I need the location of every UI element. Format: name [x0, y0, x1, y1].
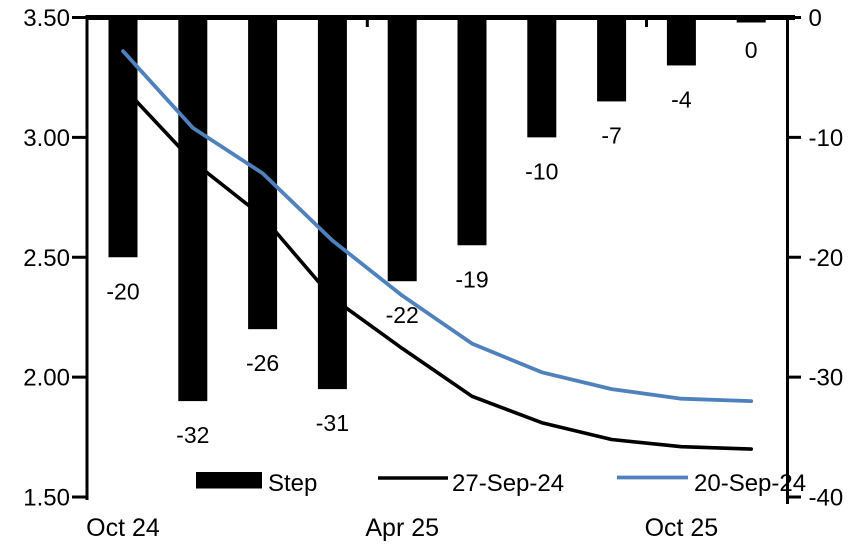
- y-axis-left-tick: [72, 375, 87, 379]
- legend-20sep-label: 20-Sep-24: [694, 470, 806, 497]
- y-axis-right-tick: [789, 255, 801, 259]
- y-axis-left: 3.50 3.00 2.50 2.00 1.50: [23, 5, 89, 512]
- step-bar: [457, 19, 487, 246]
- series-line-27-sep-24: [121, 85, 754, 451]
- bar-data-label: 0: [745, 37, 758, 63]
- step-bar: [387, 19, 417, 282]
- x-axis-tick-label: Oct 25: [645, 514, 719, 542]
- y-axis-right-tick-label: -20: [809, 245, 844, 272]
- y-axis-right-tick-label: 0: [809, 5, 822, 32]
- y-axis-right-tick: [789, 16, 801, 19]
- bar-data-label: -10: [525, 158, 558, 184]
- legend: Step 27-Sep-24 20-Sep-24: [196, 470, 806, 497]
- y-axis-left-tick-label: 2.00: [23, 365, 70, 392]
- bar-data-label: -22: [386, 302, 419, 328]
- bar-data-label: -4: [671, 86, 692, 112]
- step-bar: [317, 19, 347, 390]
- series-line-20-sep-24: [121, 49, 754, 404]
- top-axis-tick: [645, 20, 648, 27]
- y-axis-right-line: [786, 15, 789, 504]
- y-axis-right-tick-label: -10: [809, 125, 844, 152]
- y-axis-left-tick: [72, 135, 87, 139]
- y-axis-right: 0 -10 -20 -30 -40: [786, 5, 843, 512]
- y-axis-left-tick-label: 2.50: [23, 245, 70, 272]
- legend-step-swatch: [196, 472, 262, 489]
- bar-data-labels: -20 -32 -26 -31 -22 -19 -10 -7 -4 0: [106, 37, 757, 448]
- y-axis-right-tick: [789, 495, 801, 499]
- bar-data-label: -19: [455, 266, 488, 292]
- y-axis-right-tick-label: -30: [809, 365, 844, 392]
- x-axis-tick-label: Apr 25: [365, 514, 439, 542]
- step-bar: [527, 19, 557, 138]
- line-series: [121, 49, 754, 451]
- y-axis-left-tick: [72, 255, 87, 259]
- x-axis-tick-label: Oct 24: [86, 514, 160, 542]
- y-axis-left-tick: [72, 495, 87, 499]
- y-axis-left-tick-label: 3.00: [23, 125, 70, 152]
- step-bar: [108, 19, 138, 258]
- bar-data-label: -31: [316, 410, 349, 436]
- bar-data-label: -32: [176, 422, 209, 448]
- step-bar: [597, 19, 627, 102]
- y-axis-left-tick: [72, 16, 87, 19]
- step-bar: [178, 19, 208, 402]
- zero-line: [85, 15, 795, 20]
- y-axis-right-tick: [789, 135, 801, 139]
- y-axis-right-tick: [789, 375, 801, 379]
- bar-data-label: -26: [246, 350, 279, 376]
- legend-27sep-label: 27-Sep-24: [452, 470, 564, 497]
- y-axis-right-tick-label: -40: [809, 485, 844, 512]
- bar-data-label: -20: [106, 278, 139, 304]
- step-bar: [736, 19, 766, 23]
- y-axis-left-tick-label: 3.50: [23, 5, 70, 32]
- y-axis-left-tick-label: 1.50: [23, 485, 70, 512]
- legend-step-label: Step: [268, 470, 317, 497]
- x-axis-labels: Oct 24 Apr 25 Oct 25: [86, 514, 718, 542]
- step-bar: [666, 19, 696, 66]
- top-axis-tick: [365, 20, 369, 27]
- bar-data-label: -7: [601, 122, 621, 148]
- step-bars-series: [108, 19, 766, 402]
- x-axis-top-zero-line: [85, 15, 795, 27]
